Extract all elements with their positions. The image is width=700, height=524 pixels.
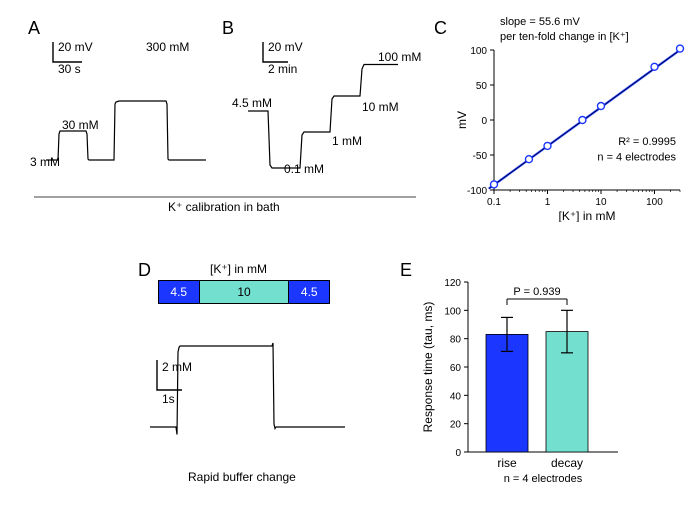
svg-text:1: 1: [545, 197, 551, 208]
figure: A B C D E 20 mV 30 s 3 mM 30 mM 300 mM 2…: [0, 0, 700, 524]
panelB-c3: 100 mM: [378, 50, 421, 64]
svg-text:mV: mV: [455, 111, 469, 129]
panelC-title1: slope = 55.6 mV: [500, 16, 580, 28]
svg-text:0: 0: [481, 116, 487, 127]
svg-text:50: 50: [476, 81, 488, 92]
svg-text:[K⁺] in mM: [K⁺] in mM: [558, 209, 615, 222]
calibration-caption: K⁺ calibration in bath: [168, 200, 280, 214]
panel-label-C: C: [434, 18, 447, 39]
svg-text:P = 0.939: P = 0.939: [513, 286, 560, 298]
svg-text:n = 4 electrodes: n = 4 electrodes: [504, 473, 583, 485]
svg-text:80: 80: [450, 335, 462, 346]
panelA-c-mid: 30 mM: [62, 118, 99, 132]
panelB-c2: 10 mM: [362, 100, 399, 114]
svg-text:0.1: 0.1: [487, 197, 501, 208]
svg-text:Response time (tau, ms): Response time (tau, ms): [421, 302, 435, 433]
panel-label-A: A: [28, 18, 40, 39]
panel-label-E: E: [400, 260, 412, 281]
svg-text:decay: decay: [551, 456, 583, 470]
panelB-c1: 1 mM: [332, 134, 362, 148]
svg-text:100: 100: [646, 197, 663, 208]
svg-text:-100: -100: [467, 186, 487, 197]
panelB-scale-v: 20 mV: [268, 40, 303, 54]
panelD-protocol-label: [K⁺] in mM: [210, 262, 267, 276]
svg-text:120: 120: [444, 278, 461, 289]
panelA-c-base: 3 mM: [30, 155, 60, 169]
protocol-segment: 4.5: [289, 281, 329, 303]
panelD-scale-v: 2 mM: [162, 360, 192, 374]
panelA-scale-h: 30 s: [58, 62, 81, 76]
svg-text:R² = 0.9995: R² = 0.9995: [618, 136, 676, 148]
svg-text:10: 10: [595, 197, 607, 208]
panelC-plot: -100 -50 0 50 100 0.1 1 10 100 mV [K⁺] in mM R² = 0…: [452, 42, 688, 222]
panelA-c-high: 300 mM: [146, 40, 189, 54]
svg-text:20: 20: [450, 420, 462, 431]
panelB-c-start: 4.5 mM: [232, 96, 272, 110]
svg-text:100: 100: [470, 46, 487, 57]
protocol-segment: 4.5: [159, 281, 200, 303]
svg-text:-50: -50: [473, 151, 488, 162]
panel-label-B: B: [222, 18, 234, 39]
svg-text:40: 40: [450, 391, 462, 402]
svg-text:rise: rise: [497, 456, 517, 470]
svg-text:100: 100: [444, 306, 461, 317]
panel-label-D: D: [138, 260, 151, 281]
protocol-segment: 10: [200, 281, 290, 303]
panelD-protocol: 4.5104.5: [158, 280, 330, 304]
svg-text:n = 4 electrodes: n = 4 electrodes: [597, 152, 676, 164]
panelD-scale-h: 1s: [162, 392, 175, 406]
svg-text:0: 0: [455, 448, 461, 459]
svg-text:60: 60: [450, 363, 462, 374]
panelA-scale-v: 20 mV: [58, 40, 93, 54]
rapid-caption: Rapid buffer change: [188, 470, 296, 484]
panelB-scale-h: 2 min: [268, 62, 297, 76]
panelB-c0: 0.1 mM: [284, 162, 324, 176]
panelE-plot: 0 20 40 60 80 100 120 rise decay P = 0.939 Respons…: [416, 262, 666, 498]
